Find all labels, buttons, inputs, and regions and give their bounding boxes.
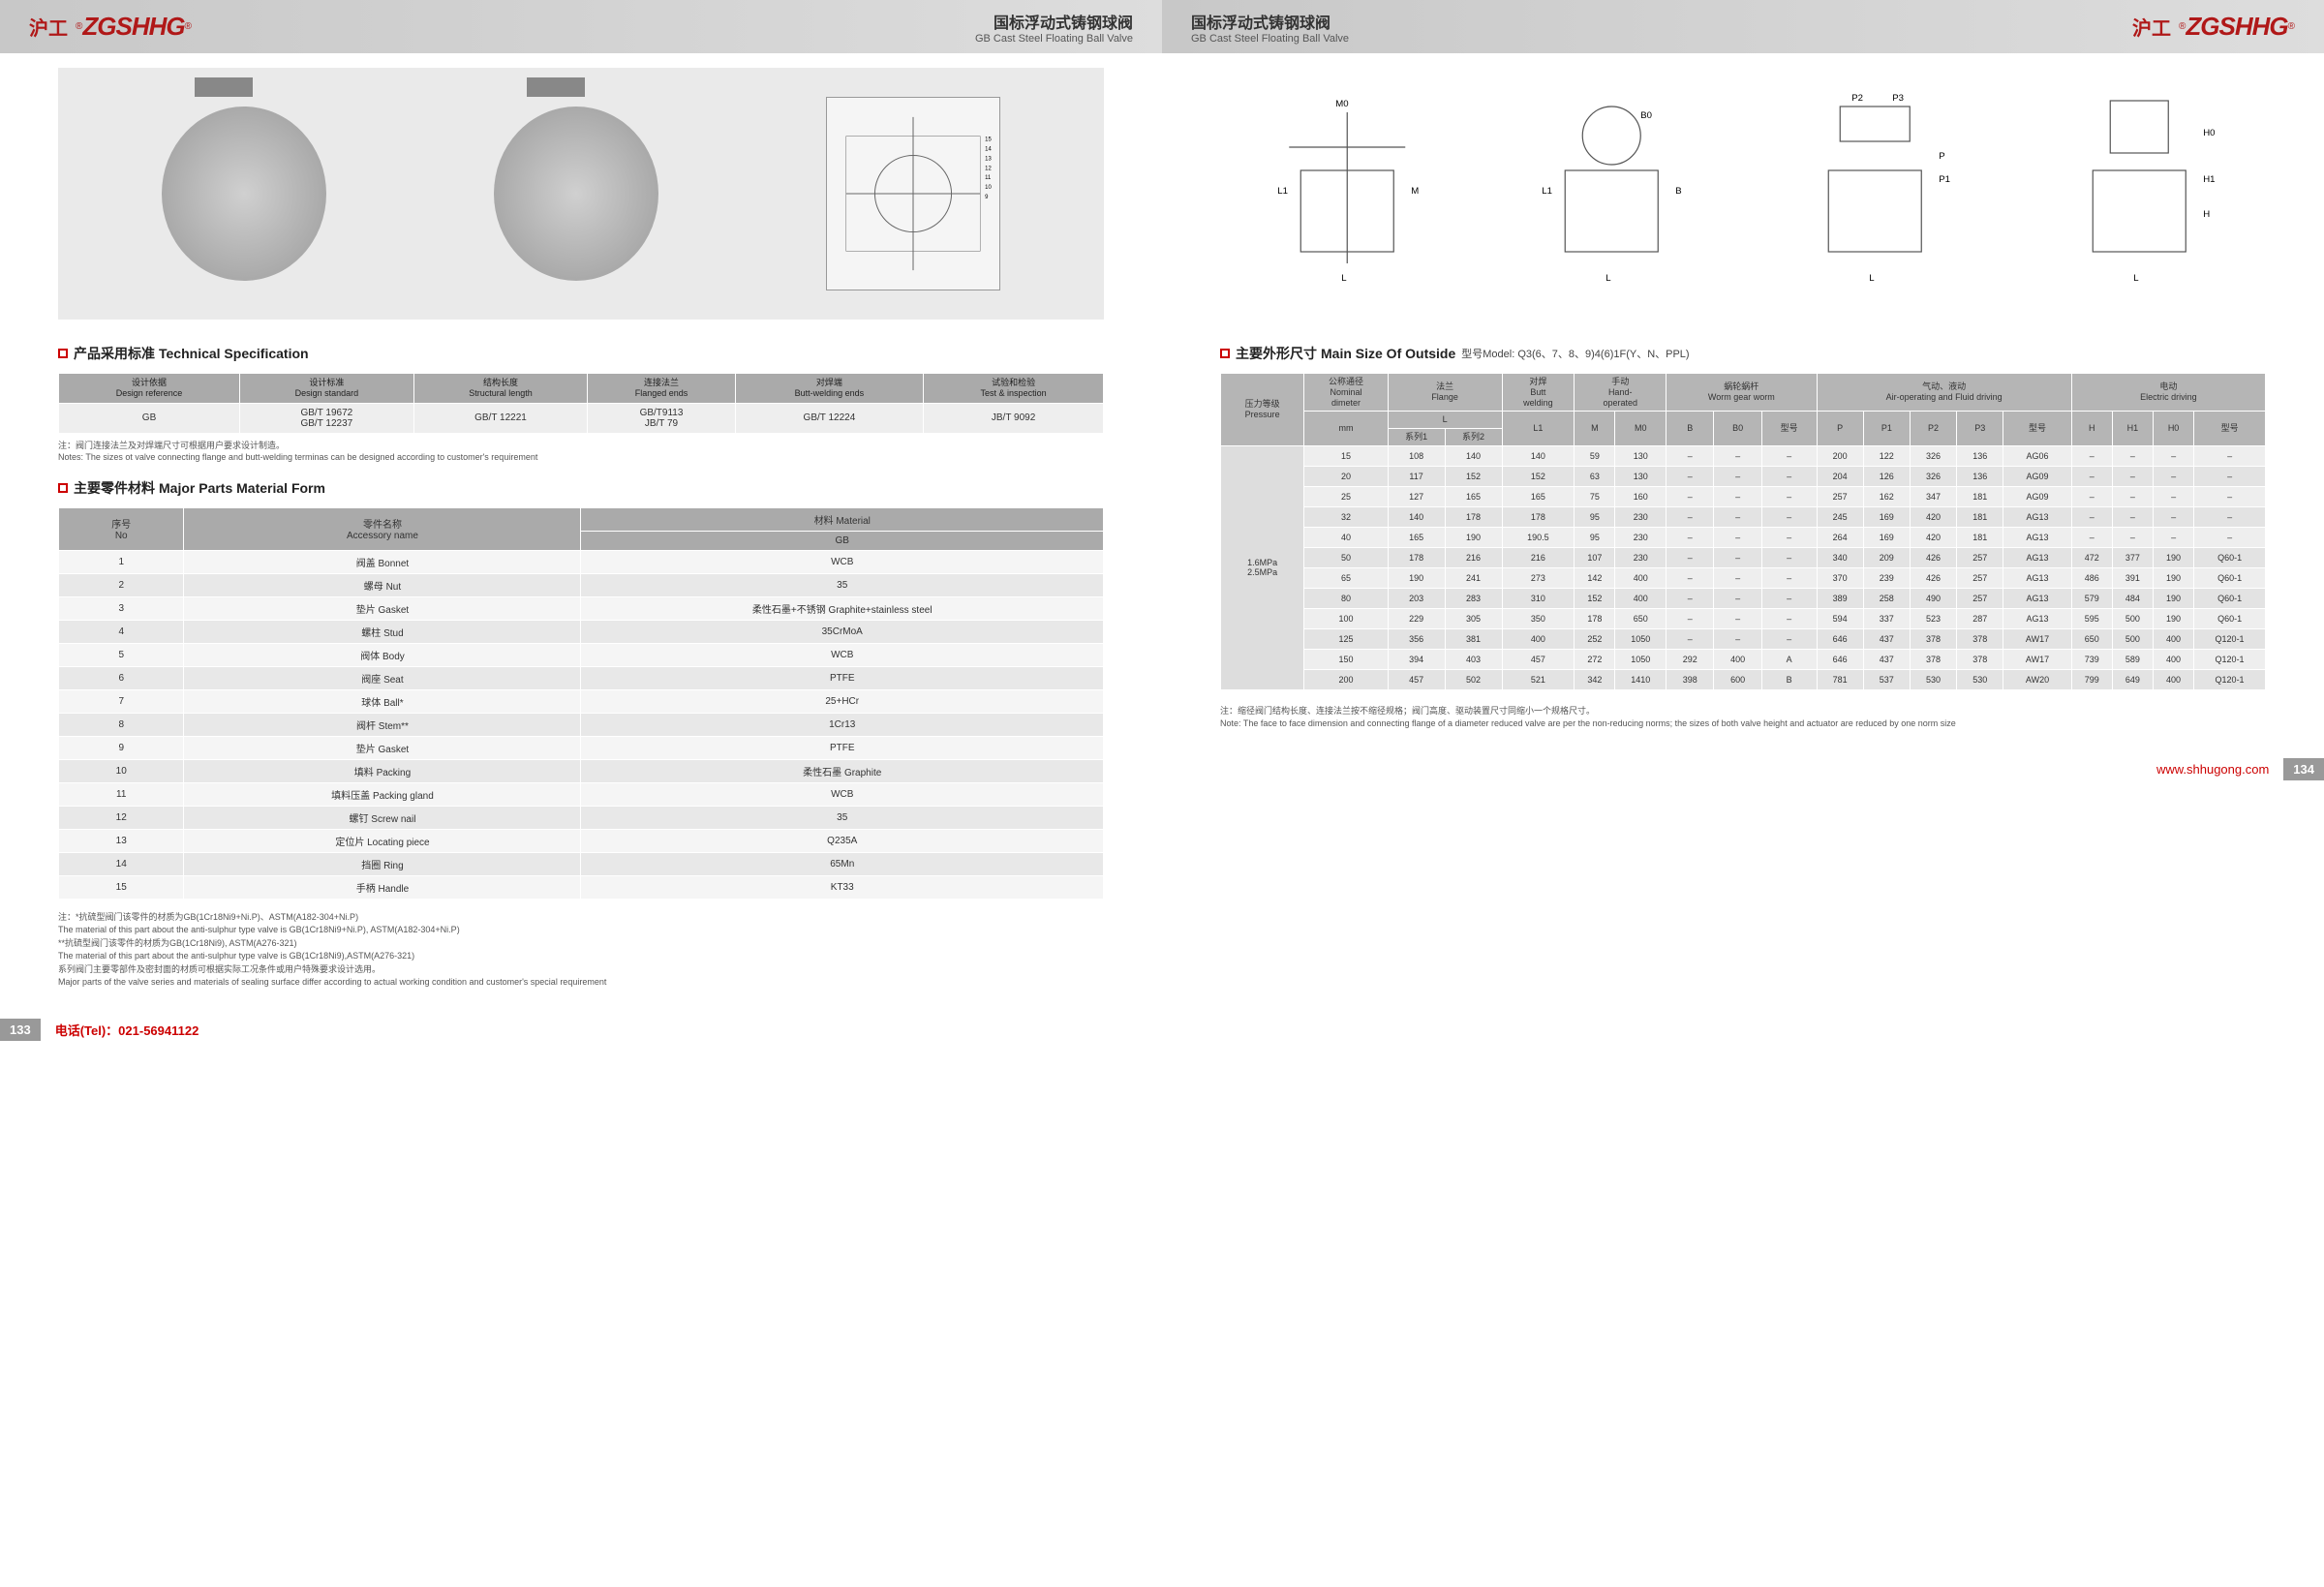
svg-text:14: 14 xyxy=(985,147,992,153)
svg-text:L: L xyxy=(1605,273,1611,284)
footer-left: 133 电话(Tel)：021-56941122 xyxy=(0,1009,1162,1051)
svg-text:B: B xyxy=(1675,186,1681,197)
svg-text:15: 15 xyxy=(985,137,992,143)
size-note: 注：缩径阀门结构长度、连接法兰按不缩径规格；阀门高度、驱动装置尺寸同缩小一个规格… xyxy=(1220,705,2266,729)
telephone: 电话(Tel)：021-56941122 xyxy=(55,1021,199,1039)
svg-text:M0: M0 xyxy=(1335,99,1348,109)
svg-text:P1: P1 xyxy=(1939,174,1950,185)
parts-table: 序号 No 零件名称 Accessory name 材料 Material GB… xyxy=(58,507,1104,900)
svg-text:10: 10 xyxy=(985,185,992,191)
svg-text:L1: L1 xyxy=(1542,186,1552,197)
svg-text:H1: H1 xyxy=(2203,174,2215,185)
section-outside-size: 主要外形尺寸 Main Size Of Outside 型号Model: Q3(… xyxy=(1220,344,2266,363)
footer-right: www.shhugong.com 134 xyxy=(1162,748,2324,790)
page-number: 133 xyxy=(0,1019,41,1041)
dimension-diagrams: L L1 M M0 L L1 B B0 L P2 P3 P1 P L H0 H1 H xyxy=(1220,68,2266,320)
svg-text:L1: L1 xyxy=(1277,186,1288,197)
page-title-left: 国标浮动式铸钢球阀 GB Cast Steel Floating Ball Va… xyxy=(975,10,1133,45)
logo-cn: 沪工 xyxy=(2132,13,2171,41)
svg-text:P3: P3 xyxy=(1892,93,1904,104)
spec-table: 设计依据Design reference设计标准Design standard结… xyxy=(58,373,1104,434)
svg-text:13: 13 xyxy=(985,156,992,162)
svg-text:P2: P2 xyxy=(1851,93,1863,104)
logo-en: ZGSHHG xyxy=(2186,12,2287,42)
svg-text:B0: B0 xyxy=(1640,110,1652,121)
logo-cn: 沪工 xyxy=(29,13,68,41)
svg-text:9: 9 xyxy=(985,195,989,200)
svg-text:L: L xyxy=(1869,273,1875,284)
svg-text:L: L xyxy=(2133,273,2139,284)
page-title-right: 国标浮动式铸钢球阀 GB Cast Steel Floating Ball Va… xyxy=(1191,10,1349,45)
diagram-electric: L H0 H1 H xyxy=(2012,77,2267,310)
svg-text:11: 11 xyxy=(985,175,991,181)
website-url: www.shhugong.com xyxy=(2156,762,2269,777)
section-tech-spec: 产品采用标准 Technical Specification xyxy=(58,344,1104,363)
diagram-hand: L L1 M M0 xyxy=(1220,77,1475,310)
svg-text:12: 12 xyxy=(985,166,992,171)
header-left: 沪工® ZGSHHG® 国标浮动式铸钢球阀 GB Cast Steel Floa… xyxy=(0,0,1162,53)
product-images: 15 14 13 12 11 10 9 xyxy=(58,68,1104,320)
svg-text:L: L xyxy=(1341,273,1347,284)
spec-note: 注：阀门连接法兰及对焊端尺寸可根据用户要求设计制造。 Notes: The si… xyxy=(58,440,1104,464)
footnotes: 注：*抗硫型阀门该零件的材质为GB(1Cr18Ni9+Ni.P)、ASTM(A1… xyxy=(58,911,1104,990)
cross-section-drawing: 15 14 13 12 11 10 9 xyxy=(826,97,1000,290)
diagram-worm: L L1 B B0 xyxy=(1484,77,1739,310)
bullet-icon xyxy=(58,483,68,493)
bullet-icon xyxy=(58,349,68,358)
logo-en: ZGSHHG xyxy=(82,12,184,42)
svg-text:H0: H0 xyxy=(2203,128,2215,138)
svg-text:H: H xyxy=(2203,209,2210,220)
diagram-air: L P2 P3 P1 P xyxy=(1748,77,2003,310)
size-table: 压力等级 Pressure 公称通径 Nominal dimeter 法兰 Fl… xyxy=(1220,373,2266,690)
svg-text:M: M xyxy=(1411,186,1419,197)
header-right: 国标浮动式铸钢球阀 GB Cast Steel Floating Ball Va… xyxy=(1162,0,2324,53)
bullet-icon xyxy=(1220,349,1230,358)
valve-photo-1 xyxy=(162,107,326,281)
section-parts: 主要零件材料 Major Parts Material Form xyxy=(58,478,1104,498)
svg-text:P: P xyxy=(1939,151,1944,162)
page-number: 134 xyxy=(2283,758,2324,780)
valve-photo-2 xyxy=(494,107,658,281)
